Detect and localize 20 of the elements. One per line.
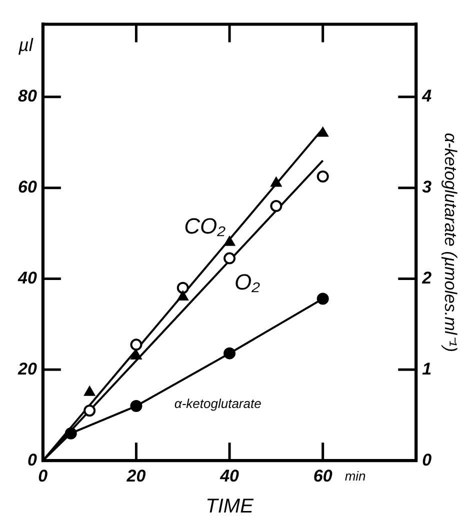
y-tick-label: 20 [16,359,38,378]
x-tick-label: 40 [219,466,240,486]
text: α-ketoglutarate [174,396,262,411]
y-tick-label: 80 [18,86,38,106]
x-tick-label: 20 [126,466,146,486]
y2-axis-title: α-ketoglutarate (µmoles.ml⁻¹) [441,132,460,352]
x-tick-label: 60 [313,466,333,486]
y2-tick-label: 2 [421,268,432,288]
y2-tick-label: 4 [421,86,432,106]
series-label: CO₂ [184,214,226,239]
y2-tick-label: 3 [422,178,432,197]
y2-tick-label: 0 [422,450,432,470]
x-axis-title: TIME [206,496,254,518]
y-tick-label: 60 [18,178,38,197]
y2-tick-label: 1 [422,359,432,378]
y-axis-title: µl [18,35,34,56]
y-tick-label: 40 [16,268,38,288]
series-label: O₂ [234,269,261,294]
y-tick-label: 0 [27,450,38,470]
text: min [344,468,366,484]
